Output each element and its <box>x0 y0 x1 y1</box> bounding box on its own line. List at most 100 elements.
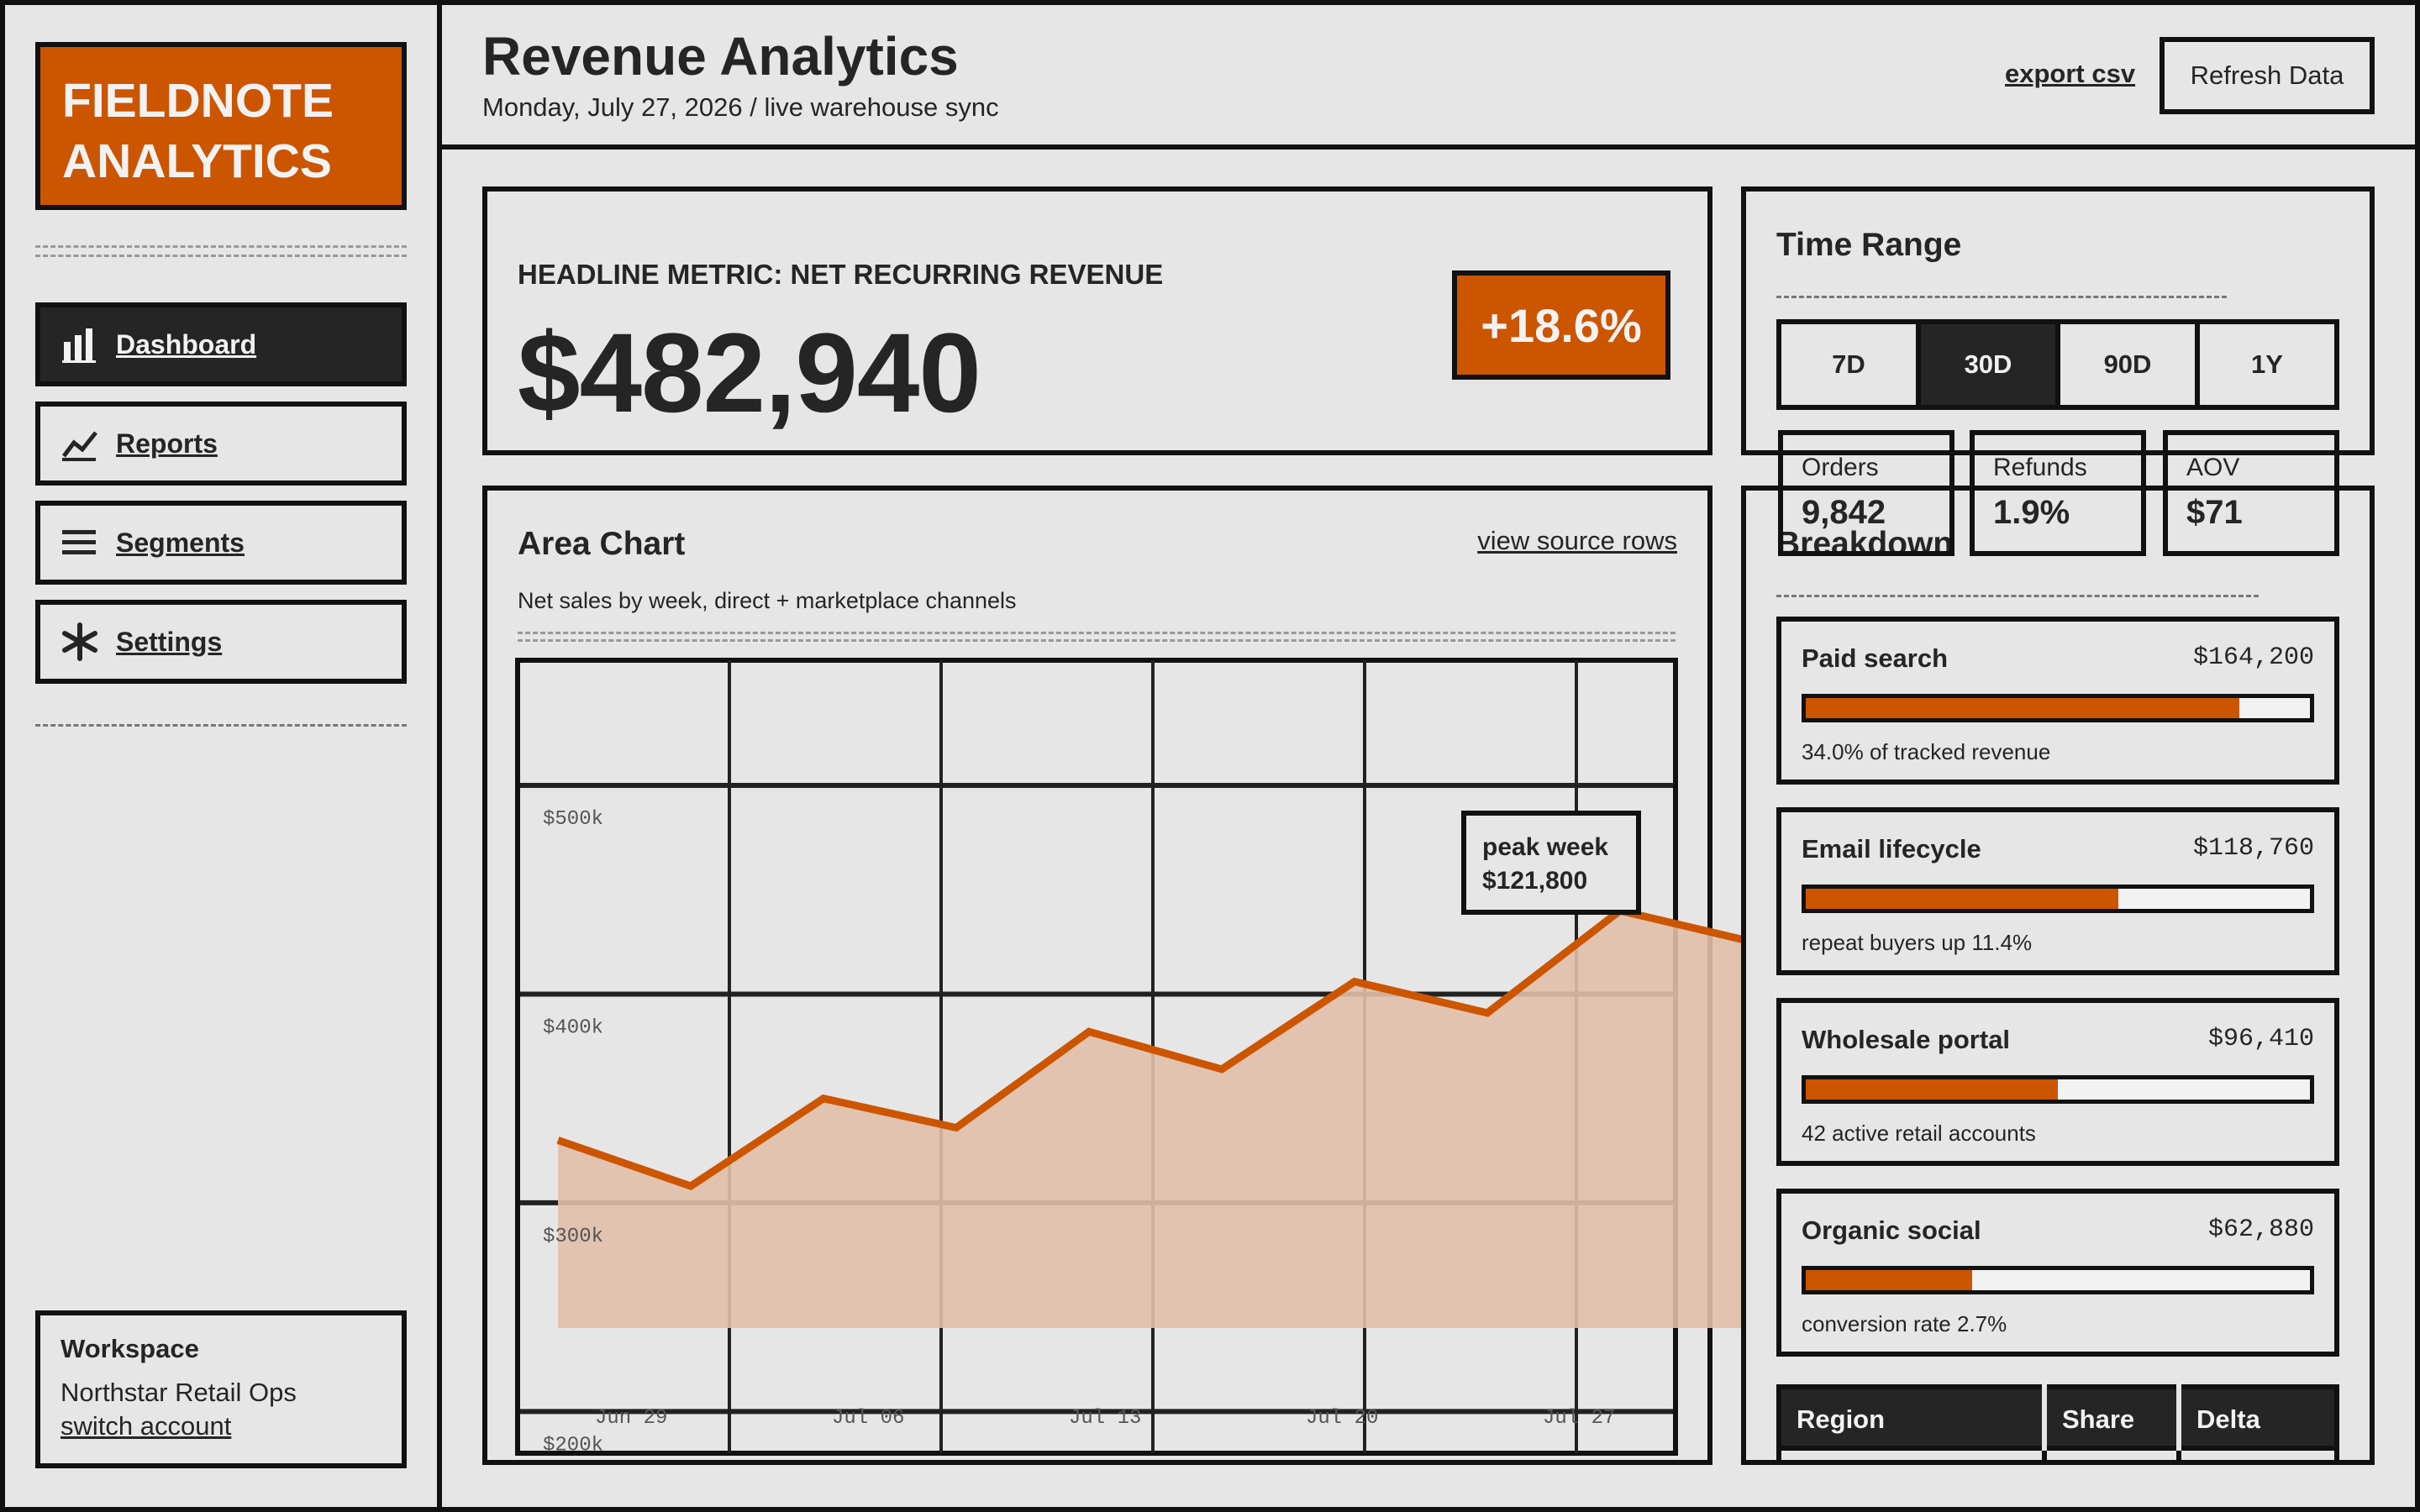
area-fill <box>558 911 1743 1328</box>
brand-line-2: ANALYTICS <box>62 134 332 188</box>
aov-stat: AOV $71 <box>2163 430 2339 556</box>
breakdown-progress-fill <box>1806 698 2239 718</box>
x-tick-label: Jul 06 <box>832 1407 904 1430</box>
switch-account-link[interactable]: switch account <box>60 1411 232 1441</box>
series-line <box>556 906 1743 1190</box>
y-tick-label: $500k <box>543 808 603 831</box>
line-chart-icon <box>62 431 97 461</box>
headline-delta-badge: +18.6% <box>1452 270 1670 380</box>
breakdown-progress-bar <box>1802 1266 2314 1294</box>
refresh-data-button[interactable]: Refresh Data <box>2160 37 2375 114</box>
area-chart: $500k $400k $300k $200k Jun 29 Jul 06 Jul 13 Ju… <box>515 658 1743 1457</box>
chart-subtitle: Net sales by week, direct + marketplace … <box>518 588 1017 613</box>
chart-title: Area Chart <box>518 526 686 562</box>
workspace-title: Workspace <box>60 1334 199 1363</box>
sidebar-item-label: Reports <box>116 428 218 459</box>
refunds-value: 1.9% <box>1993 494 2070 531</box>
view-source-rows-link[interactable]: view source rows <box>1477 526 1677 555</box>
headline-metric-card: HEADLINE METRIC: NET RECURRING REVENUE $… <box>482 186 1712 455</box>
time-range-30d[interactable]: 30D <box>1921 324 2060 405</box>
delta-column-header[interactable]: Delta <box>2196 1404 2260 1434</box>
breakdown-item-name: Organic social <box>1802 1215 1981 1245</box>
table-row[interactable] <box>1779 1445 2337 1460</box>
breakdown-progress-bar <box>1802 1075 2314 1104</box>
orders-value: 9,842 <box>1802 494 1886 531</box>
time-range-card: Time Range 7D 30D 90D 1Y <box>1741 186 2375 455</box>
sidebar-item-label: Dashboard <box>116 328 257 360</box>
breakdown-progress-fill <box>1806 889 2118 909</box>
export-csv-link[interactable]: export csv <box>2005 59 2136 88</box>
sidebar-item-reports[interactable]: Reports <box>35 402 407 486</box>
y-tick-label: $300k <box>543 1226 603 1248</box>
time-range-1y[interactable]: 1Y <box>2251 349 2283 379</box>
chart-divider <box>518 632 1676 642</box>
breakdown-item-note: repeat buyers up 11.4% <box>1802 930 2033 955</box>
refunds-stat: Refunds 1.9% <box>1970 430 2146 556</box>
share-column-header[interactable]: Share <box>2044 1387 2181 1448</box>
headline-label: HEADLINE METRIC: NET RECURRING REVENUE <box>518 259 1164 290</box>
x-tick-label: Jul 20 <box>1306 1407 1378 1430</box>
x-tick-label: Jun 29 <box>595 1407 667 1430</box>
brand-line-1: FIELDNOTE <box>62 74 334 128</box>
breakdown-item-amount: $96,410 <box>2207 1025 2314 1053</box>
orders-label: Orders <box>1802 454 1879 481</box>
page-title: Revenue Analytics <box>482 26 959 87</box>
sidebar-divider <box>35 724 407 727</box>
asterisk-icon <box>62 622 97 661</box>
sidebar-item-segments[interactable]: Segments <box>35 501 407 585</box>
workspace-card: Workspace Northstar Retail Ops switch ac… <box>35 1310 407 1468</box>
breakdown-item-name: Email lifecycle <box>1802 834 1981 864</box>
breakdown-progress-fill <box>1806 1079 2058 1100</box>
breakdown-item-note: 34.0% of tracked revenue <box>1802 739 2051 764</box>
page-subtitle: Monday, July 27, 2026 / live warehouse s… <box>482 92 999 122</box>
headline-value: $482,940 <box>518 311 981 436</box>
x-tick-label: Jul 13 <box>1069 1407 1141 1430</box>
aov-value: $71 <box>2186 494 2243 531</box>
tooltip-label: peak week <box>1482 833 1608 861</box>
orders-stat: Orders 9,842 <box>1778 430 1954 556</box>
bar-chart-icon <box>62 328 96 363</box>
sidebar-item-dashboard[interactable]: Dashboard <box>35 302 407 386</box>
aov-label: AOV <box>2186 454 2240 481</box>
breakdown-item-email-lifecycle[interactable]: Email lifecycle $118,760 repeat buyers u… <box>1776 807 2339 975</box>
time-range-title: Time Range <box>1776 227 1962 263</box>
area-chart-card: Area Chart view source rows Net sales by… <box>482 486 1743 1465</box>
breakdown-card: Breakdown Paid search $164,200 34.0% of … <box>1741 486 2375 1465</box>
breakdown-divider <box>1776 595 2259 597</box>
y-tick-label: $400k <box>543 1016 603 1039</box>
x-tick-label: Jul 27 <box>1543 1407 1615 1430</box>
sidebar-item-label: Segments <box>116 527 245 558</box>
y-tick-label: $200k <box>543 1434 603 1457</box>
breakdown-item-note: 42 active retail accounts <box>1802 1121 2036 1146</box>
breakdown-item-name: Paid search <box>1802 643 1949 673</box>
sidebar: FIELDNOTE ANALYTICS Dashboard Reports Se… <box>0 0 442 1512</box>
breakdown-item-wholesale-portal[interactable]: Wholesale portal $96,410 42 active retai… <box>1776 998 2339 1166</box>
time-range-90d[interactable]: 90D <box>2060 324 2200 405</box>
sidebar-divider <box>35 245 407 257</box>
tooltip-value: $121,800 <box>1482 867 1587 895</box>
breakdown-item-amount: $118,760 <box>2192 834 2314 863</box>
time-range-divider <box>1776 296 2227 298</box>
breakdown-progress-fill <box>1806 1270 1972 1290</box>
breakdown-item-paid-search[interactable]: Paid search $164,200 34.0% of tracked re… <box>1776 617 2339 785</box>
breakdown-item-amount: $62,880 <box>2207 1215 2314 1244</box>
breakdown-progress-bar <box>1802 885 2314 913</box>
breakdown-item-name: Wholesale portal <box>1802 1025 2011 1054</box>
sidebar-item-label: Settings <box>116 626 223 657</box>
refunds-label: Refunds <box>1993 454 2087 481</box>
page-header: Revenue Analytics Monday, July 27, 2026 … <box>442 0 2420 150</box>
region-column-header[interactable]: Region <box>1779 1387 2047 1448</box>
breakdown-item-organic-social[interactable]: Organic social $62,880 conversion rate 2… <box>1776 1189 2339 1357</box>
region-table: Region Share Delta <box>1776 1384 2339 1460</box>
sidebar-item-settings[interactable]: Settings <box>35 600 407 684</box>
peak-tooltip <box>1461 811 1641 915</box>
breakdown-item-amount: $164,200 <box>2192 643 2314 672</box>
menu-lines-icon <box>62 530 96 554</box>
brand-logo[interactable]: FIELDNOTE ANALYTICS <box>35 42 407 210</box>
time-range-7d[interactable]: 7D <box>1781 324 1921 405</box>
breakdown-progress-bar <box>1802 694 2314 722</box>
breakdown-item-note: conversion rate 2.7% <box>1802 1311 2007 1336</box>
time-range-selector: 7D 30D 90D 1Y <box>1776 319 2339 410</box>
workspace-name: Northstar Retail Ops <box>60 1378 297 1407</box>
